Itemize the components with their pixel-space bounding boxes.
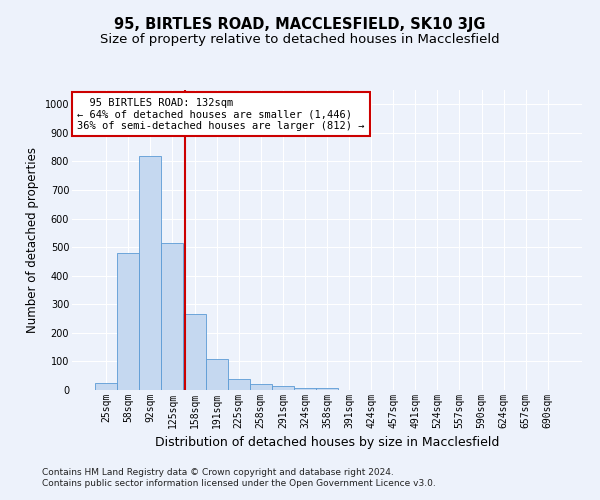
Bar	[139, 156, 161, 390]
Bar	[250, 384, 272, 390]
Bar	[227, 378, 250, 390]
Bar	[316, 388, 338, 390]
Bar	[272, 386, 294, 390]
Bar	[206, 358, 227, 390]
Bar	[95, 383, 117, 390]
X-axis label: Distribution of detached houses by size in Macclesfield: Distribution of detached houses by size …	[155, 436, 499, 450]
Text: 95 BIRTLES ROAD: 132sqm
← 64% of detached houses are smaller (1,446)
36% of semi: 95 BIRTLES ROAD: 132sqm ← 64% of detache…	[77, 98, 365, 130]
Bar	[294, 388, 316, 390]
Bar	[184, 314, 206, 390]
Text: Contains HM Land Registry data © Crown copyright and database right 2024.
Contai: Contains HM Land Registry data © Crown c…	[42, 468, 436, 487]
Text: 95, BIRTLES ROAD, MACCLESFIELD, SK10 3JG: 95, BIRTLES ROAD, MACCLESFIELD, SK10 3JG	[114, 18, 486, 32]
Y-axis label: Number of detached properties: Number of detached properties	[26, 147, 39, 333]
Bar	[161, 243, 184, 390]
Bar	[117, 253, 139, 390]
Text: Size of property relative to detached houses in Macclesfield: Size of property relative to detached ho…	[100, 32, 500, 46]
